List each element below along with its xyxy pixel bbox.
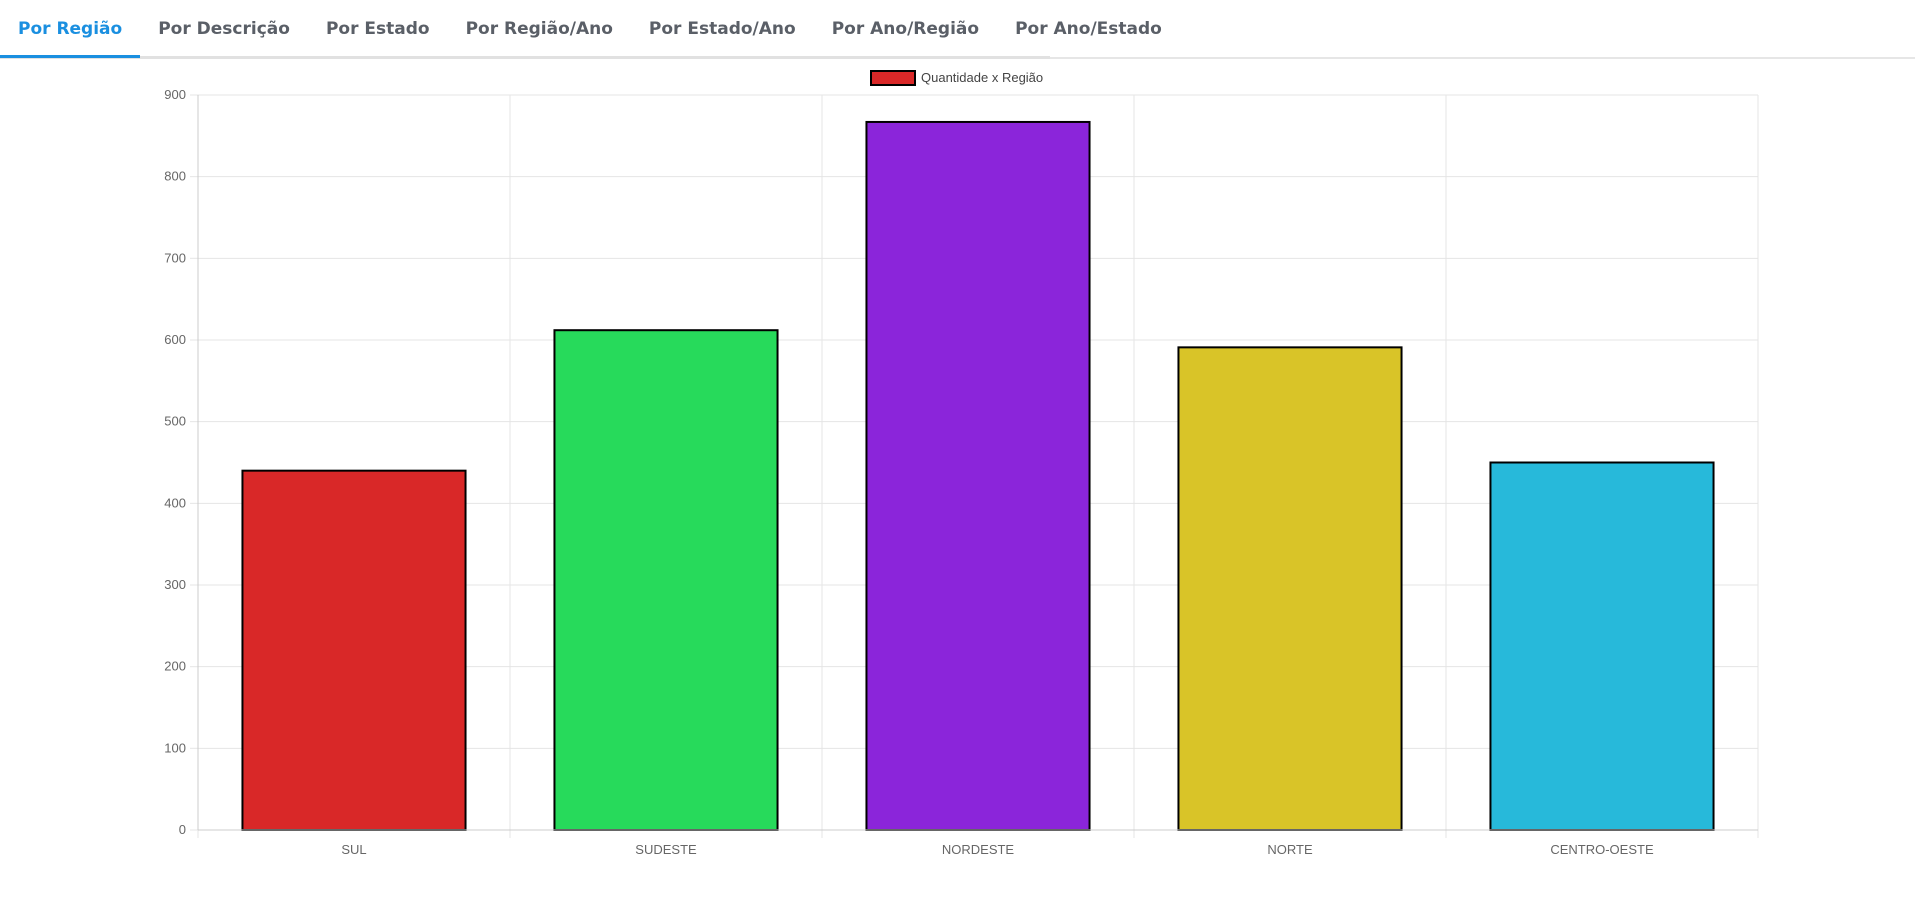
tab-bar-track <box>0 56 1050 59</box>
chart-bars <box>241 120 1715 831</box>
tab-por-regiao[interactable]: Por Região <box>0 0 141 58</box>
bar-centro-oeste <box>1489 461 1715 831</box>
x-tick-label: SUDESTE <box>635 842 697 857</box>
y-tick-label: 700 <box>164 250 186 265</box>
y-tick-label: 400 <box>164 495 186 510</box>
y-tick-label: 100 <box>164 740 186 755</box>
tab-por-regiao-ano[interactable]: Por Região/Ano <box>465 19 613 39</box>
tab-bar: Por Região Por Descrição Por Estado Por … <box>0 0 1915 60</box>
tab-list: Por Região Por Descrição Por Estado Por … <box>0 0 1180 58</box>
x-tick-label: SUL <box>341 842 366 857</box>
y-tick-label: 500 <box>164 414 186 429</box>
x-tick-label: NORDESTE <box>942 842 1015 857</box>
bar-nordeste <box>865 120 1091 831</box>
y-tick-label: 800 <box>164 169 186 184</box>
bar-chart: 0 100 200 300 400 500 600 700 800 900 SUL SUDESTE NO… <box>164 70 1759 857</box>
tab-por-estado[interactable]: Por Estado <box>325 19 430 39</box>
tab-por-descricao[interactable]: Por Descrição <box>158 19 290 39</box>
chart-axes: 0 100 200 300 400 500 600 700 800 900 SUL SUDESTE NO… <box>164 87 1758 857</box>
legend-label: Quantidade x Região <box>921 70 1043 85</box>
bar-norte <box>1177 346 1403 831</box>
tab-por-ano-regiao[interactable]: Por Ano/Região <box>831 19 980 39</box>
bar-sul <box>241 469 467 831</box>
x-tick-label: CENTRO-OESTE <box>1550 842 1654 857</box>
y-tick-label: 300 <box>164 577 186 592</box>
tab-por-estado-ano[interactable]: Por Estado/Ano <box>648 19 796 39</box>
legend-swatch <box>870 70 916 86</box>
y-tick-label: 900 <box>164 87 186 102</box>
y-tick-label: 200 <box>164 659 186 674</box>
tab-por-ano-estado[interactable]: Por Ano/Estado <box>1015 19 1162 39</box>
bar-sudeste <box>553 329 779 831</box>
y-tick-label: 0 <box>179 822 186 837</box>
chart-legend[interactable]: Quantidade x Região <box>870 70 1043 86</box>
y-tick-label: 600 <box>164 332 186 347</box>
x-tick-label: NORTE <box>1267 842 1313 857</box>
